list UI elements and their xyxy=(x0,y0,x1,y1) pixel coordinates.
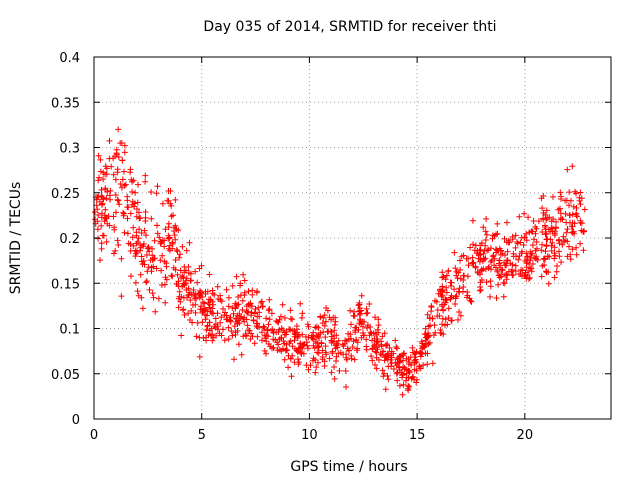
y-axis-ticks: 0 0.05 0.1 0.15 0.2 0.25 0.3 0.35 0.4 xyxy=(51,51,611,428)
y-axis-title: SRMTID / TECUs xyxy=(8,182,24,295)
y-tick-label: 0.05 xyxy=(51,368,80,383)
x-tick-label: 15 xyxy=(409,428,426,443)
data-points xyxy=(91,126,588,398)
y-tick-label: 0.1 xyxy=(59,323,80,338)
x-tick-label: 0 xyxy=(90,428,98,443)
y-tick-label: 0.3 xyxy=(59,142,80,157)
y-tick-label: 0.35 xyxy=(51,96,80,111)
y-tick-label: 0.4 xyxy=(59,51,80,66)
scatter-points xyxy=(91,126,588,398)
y-tick-label: 0.25 xyxy=(51,187,80,202)
x-tick-label: 5 xyxy=(198,428,206,443)
y-tick-label: 0.15 xyxy=(51,277,80,292)
x-tick-label: 20 xyxy=(517,428,534,443)
x-tick-label: 10 xyxy=(301,428,318,443)
x-axis-ticks: 0 5 10 15 20 xyxy=(90,57,533,443)
x-axis-title: GPS time / hours xyxy=(290,459,407,475)
y-tick-label: 0 xyxy=(72,413,80,428)
y-tick-label: 0.2 xyxy=(59,232,80,247)
chart-title: Day 035 of 2014, SRMTID for receiver tht… xyxy=(203,19,496,35)
